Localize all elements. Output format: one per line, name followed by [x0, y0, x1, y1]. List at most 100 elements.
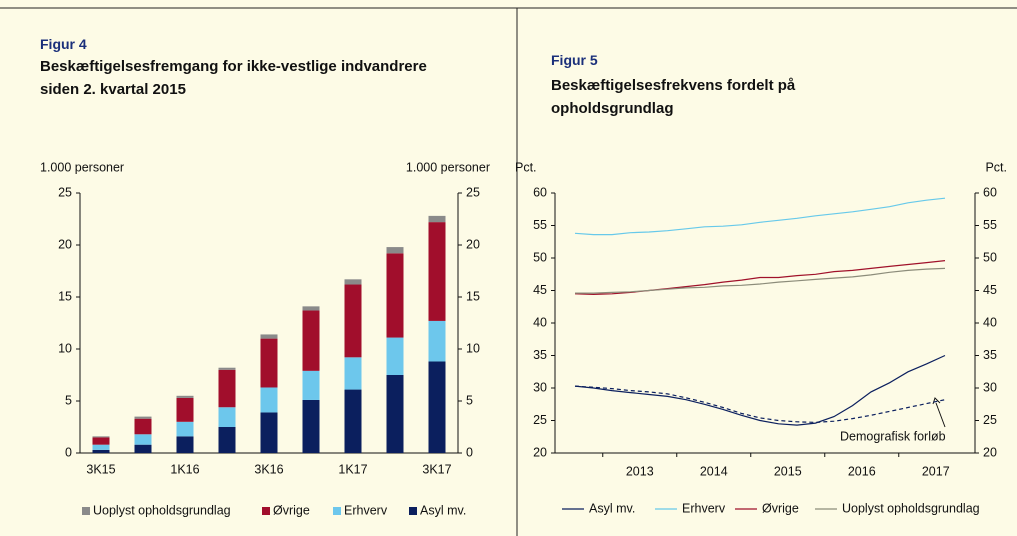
x-tick-label: 1K16 — [170, 462, 199, 476]
bar-segment — [302, 399, 320, 453]
y2-tick-label: 25 — [466, 185, 480, 199]
figure-label: Figur 4 — [40, 36, 87, 52]
bar-segment — [428, 320, 446, 362]
bar-segment — [92, 436, 110, 438]
x-tick-label: 1K17 — [338, 462, 367, 476]
y2-tick-label: 30 — [983, 380, 997, 394]
bar-segment — [176, 397, 194, 422]
x-tick-label: 2015 — [774, 464, 802, 478]
bar-segment — [344, 284, 362, 358]
bar-segment — [92, 449, 110, 453]
y-tick-label: 35 — [533, 348, 547, 362]
bar-segment — [302, 370, 320, 400]
y2-tick-label: 15 — [466, 289, 480, 303]
bar-segment — [302, 310, 320, 371]
legend-swatch — [409, 507, 417, 515]
legend-label: Erhverv — [344, 503, 388, 517]
y-tick-label: 5 — [65, 393, 72, 407]
bar-segment — [302, 306, 320, 311]
y-tick-label: 60 — [533, 185, 547, 199]
bar-segment — [134, 418, 152, 435]
bar-segment — [260, 338, 278, 388]
series-line — [574, 354, 946, 426]
x-tick-label: 2016 — [848, 464, 876, 478]
annotation-arrow — [935, 402, 946, 428]
y2-tick-label: 35 — [983, 348, 997, 362]
bar-segment — [260, 412, 278, 453]
legend-swatch — [262, 507, 270, 515]
bar-segment — [134, 444, 152, 453]
bar-segment — [134, 416, 152, 419]
bar-segment — [218, 407, 236, 427]
y-tick-label: 20 — [533, 445, 547, 459]
y-tick-label: 55 — [533, 218, 547, 232]
bar-segment — [260, 387, 278, 413]
bar-segment — [386, 337, 404, 375]
legend-label: Asyl mv. — [420, 503, 466, 517]
legend-label: Asyl mv. — [589, 501, 635, 515]
legend-label: Øvrige — [273, 503, 310, 517]
y-tick-label: 40 — [533, 315, 547, 329]
y-tick-label: 20 — [58, 237, 72, 251]
y-tick-label: 30 — [533, 380, 547, 394]
legend-label: Uoplyst opholdsgrundlag — [842, 501, 980, 515]
series-line — [574, 385, 946, 424]
bar-segment — [176, 436, 194, 453]
y2-axis-label: 1.000 personer — [406, 160, 490, 174]
legend-label: Erhverv — [682, 501, 726, 515]
y2-tick-label: 20 — [983, 445, 997, 459]
legend-swatch — [333, 507, 341, 515]
y-axis-label: 1.000 personer — [40, 160, 124, 174]
x-tick-label: 2014 — [700, 464, 728, 478]
x-tick-label: 3K16 — [254, 462, 283, 476]
bar-segment — [344, 279, 362, 285]
y2-tick-label: 60 — [983, 185, 997, 199]
bar-segment — [218, 367, 236, 370]
y2-tick-label: 55 — [983, 218, 997, 232]
bar-segment — [386, 253, 404, 338]
chart-title: Beskæftigelsesfrekvens fordelt på ophold… — [551, 77, 796, 117]
bar-segment — [428, 215, 446, 223]
y-tick-label: 25 — [58, 185, 72, 199]
y-tick-label: 0 — [65, 445, 72, 459]
bar-segment — [218, 427, 236, 453]
y-axis-label: Pct. — [515, 160, 537, 174]
x-tick-label: 3K15 — [86, 462, 115, 476]
bar-segment — [134, 434, 152, 445]
bar-segment — [176, 395, 194, 398]
bar-segment — [218, 369, 236, 408]
y2-tick-label: 50 — [983, 250, 997, 264]
x-tick-label: 2013 — [626, 464, 654, 478]
series-line — [574, 197, 946, 236]
series-line — [574, 260, 946, 296]
bar-segment — [92, 437, 110, 445]
bar-segment — [92, 444, 110, 450]
x-tick-label: 2017 — [922, 464, 950, 478]
bar-segment — [386, 375, 404, 453]
legend-label: Øvrige — [762, 501, 799, 515]
y2-tick-label: 40 — [983, 315, 997, 329]
figure-label: Figur 5 — [551, 52, 598, 68]
y2-tick-label: 20 — [466, 237, 480, 251]
bar-segment — [386, 247, 404, 254]
chart-title: Beskæftigelsesfremgang for ikke-vestlige… — [40, 58, 427, 98]
y-tick-label: 50 — [533, 250, 547, 264]
y2-tick-label: 25 — [983, 413, 997, 427]
y-tick-label: 15 — [58, 289, 72, 303]
bar-segment — [260, 334, 278, 339]
legend-label: Uoplyst opholdsgrundlag — [93, 503, 231, 517]
y2-tick-label: 45 — [983, 283, 997, 297]
y-tick-label: 45 — [533, 283, 547, 297]
y-tick-label: 25 — [533, 413, 547, 427]
bar-segment — [344, 389, 362, 453]
bar-segment — [428, 361, 446, 453]
annotation: Demografisk forløb — [840, 429, 946, 443]
bar-segment — [428, 222, 446, 321]
legend-swatch — [82, 507, 90, 515]
y2-tick-label: 10 — [466, 341, 480, 355]
y2-tick-label: 0 — [466, 445, 473, 459]
y-tick-label: 10 — [58, 341, 72, 355]
x-tick-label: 3K17 — [422, 462, 451, 476]
